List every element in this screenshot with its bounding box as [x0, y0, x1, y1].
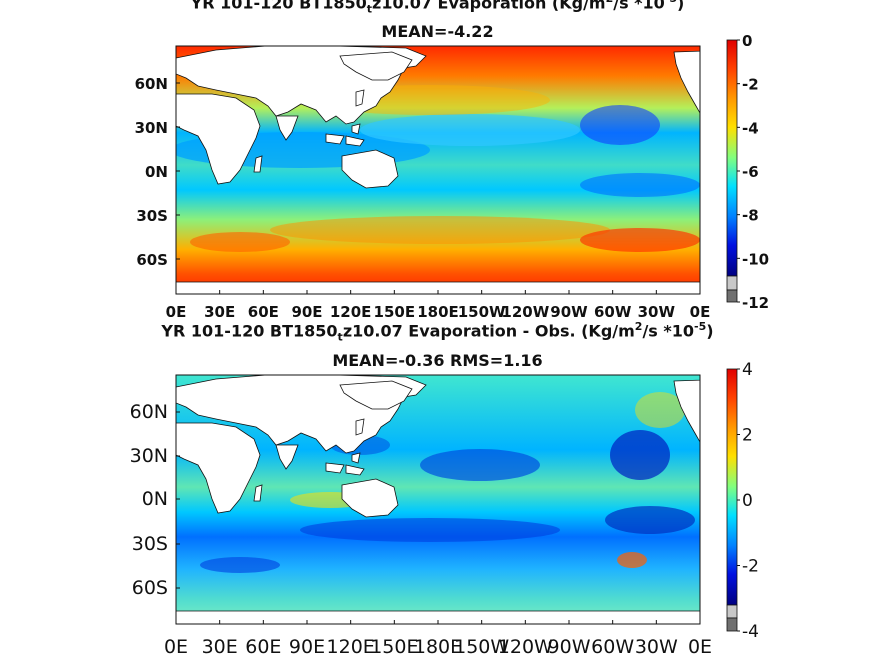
bottom-title-sup2: -5 — [694, 320, 707, 333]
top-title-sub: t — [366, 2, 373, 16]
y-tick-label: 60N — [135, 75, 168, 93]
top-colorbar-under — [726, 275, 738, 291]
top-title-mid: z10.07 Evaporation (Kg/m — [372, 0, 606, 13]
colorbar-tick-label: -10 — [742, 250, 769, 268]
top-title-end: /s *10 — [613, 0, 665, 13]
colorbar-tick-label: 4 — [742, 360, 753, 380]
top-map-title: YR 101-120 BT1850tz10.07 Evaporation (Kg… — [0, 0, 875, 16]
x-tick-label: 180E — [414, 636, 462, 656]
bottom-title-sub: t — [337, 330, 343, 344]
y-tick-label: 30N — [135, 119, 168, 137]
colorbar-tick-label: -4 — [742, 119, 759, 137]
top-title-part: YR 101-120 BT1850 — [190, 0, 367, 13]
y-tick-label: 30S — [136, 207, 168, 225]
x-tick-label: 150E — [374, 303, 416, 321]
colorbar-tick-label: -2 — [742, 557, 759, 577]
bottom-title-mid: z10.07 Evaporation - Obs. (Kg/m — [342, 321, 635, 341]
bottom-map-subtitle: MEAN=-0.36 RMS=1.16 — [332, 351, 543, 370]
y-tick-label: 30S — [132, 533, 168, 555]
colorbar-tick-label: 0 — [742, 32, 752, 50]
y-tick-label: 60S — [132, 577, 168, 599]
bottom-title-sup: 2 — [634, 320, 643, 333]
x-tick-label: 0E — [690, 303, 711, 321]
x-tick-label: 0E — [166, 303, 187, 321]
bottom-field-patches — [200, 392, 695, 573]
x-tick-label: 60E — [245, 636, 281, 656]
top-title-sup: 2 — [606, 0, 614, 5]
x-tick-label: 150W — [454, 636, 509, 656]
y-tick-label: 0N — [142, 488, 168, 510]
y-tick-label: 60N — [130, 401, 168, 423]
bottom-map-title: YR 101-120 BT1850tz10.07 Evaporation - O… — [0, 320, 875, 344]
x-tick-label: 60W — [594, 303, 632, 321]
y-tick-label: 30N — [130, 445, 168, 467]
x-tick-label: 30E — [204, 303, 235, 321]
x-tick-label: 180E — [417, 303, 459, 321]
top-map-subtitle: MEAN=-4.22 — [381, 22, 494, 41]
x-tick-label: 150W — [458, 303, 506, 321]
x-tick-label: 120E — [330, 303, 372, 321]
x-tick-label: 0E — [164, 636, 188, 656]
colorbar-tick-label: -12 — [742, 294, 769, 312]
x-tick-label: 120W — [498, 636, 553, 656]
top-map-panel — [175, 39, 738, 303]
colorbar-tick-label: -4 — [742, 622, 759, 642]
x-tick-label: 0E — [688, 636, 712, 656]
colorbar-tick-label: -6 — [742, 163, 759, 181]
bottom-title-end: /s *10 — [642, 321, 695, 341]
top-colorbar-min — [726, 289, 738, 303]
x-tick-label: 30E — [202, 636, 238, 656]
x-tick-label: 60W — [591, 636, 634, 656]
top-title-close: ) — [677, 0, 685, 13]
x-tick-label: 30W — [638, 303, 676, 321]
y-tick-label: 60S — [136, 251, 168, 269]
x-tick-label: 90W — [550, 303, 588, 321]
x-tick-label: 60E — [248, 303, 279, 321]
bottom-colorbar — [726, 368, 738, 606]
colorbar-tick-label: 0 — [742, 491, 753, 511]
bottom-map-panel — [175, 368, 738, 632]
top-colorbar — [726, 39, 738, 277]
top-title-sup2: -5 — [665, 0, 677, 5]
x-tick-label: 120W — [501, 303, 549, 321]
x-tick-label: 90E — [289, 636, 325, 656]
bottom-title-close: ) — [706, 321, 714, 341]
bottom-colorbar-under — [726, 604, 738, 619]
x-tick-label: 150E — [370, 636, 418, 656]
y-tick-label: 0N — [145, 163, 168, 181]
bottom-title-part: YR 101-120 BT1850 — [161, 321, 338, 341]
x-tick-label: 30W — [635, 636, 678, 656]
bottom-colorbar-min — [726, 617, 738, 632]
x-tick-label: 90W — [548, 636, 591, 656]
x-tick-label: 90E — [291, 303, 322, 321]
x-tick-label: 120E — [327, 636, 375, 656]
colorbar-tick-label: 2 — [742, 426, 753, 446]
colorbar-tick-label: -2 — [742, 76, 759, 94]
colorbar-tick-label: -8 — [742, 207, 759, 225]
